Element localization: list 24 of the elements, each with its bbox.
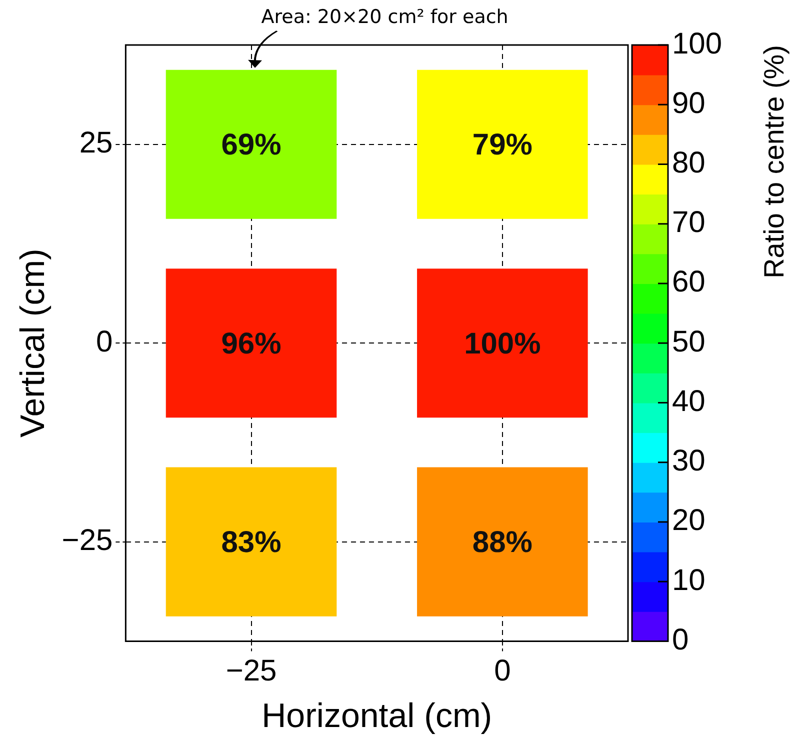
y-tick-label: 25 (79, 126, 113, 160)
data-label: 83% (221, 526, 282, 560)
color-bar-label: 20 (672, 504, 706, 538)
color-bar-label: 70 (672, 206, 706, 240)
data-label: 96% (221, 327, 282, 360)
y-tick-label: 0 (96, 325, 113, 358)
color-bar-label: 50 (672, 325, 706, 358)
data-label: 79% (472, 128, 532, 162)
color-bar-label: 40 (672, 384, 706, 418)
x-axis-title: Horizontal (cm) (262, 696, 492, 735)
color-bar-label: 10 (672, 564, 706, 597)
color-bar-label: 90 (672, 86, 706, 120)
y-axis-title: Vertical (cm) (14, 248, 52, 438)
y-tick-label: −25 (62, 524, 113, 558)
color-bar-label: 60 (672, 266, 706, 299)
color-bar-label: 80 (672, 146, 706, 180)
color-bar-label: 0 (672, 623, 689, 656)
data-label: 88% (472, 526, 532, 560)
color-bar-label: 30 (672, 444, 706, 478)
color-bar-title: Ratio to centre (%) (758, 45, 790, 278)
text: Area: 20×20 cm² for each (261, 6, 508, 28)
color-bar-label: 100 (672, 27, 722, 60)
data-label: 100% (464, 327, 541, 360)
data-label: 69% (221, 128, 282, 162)
